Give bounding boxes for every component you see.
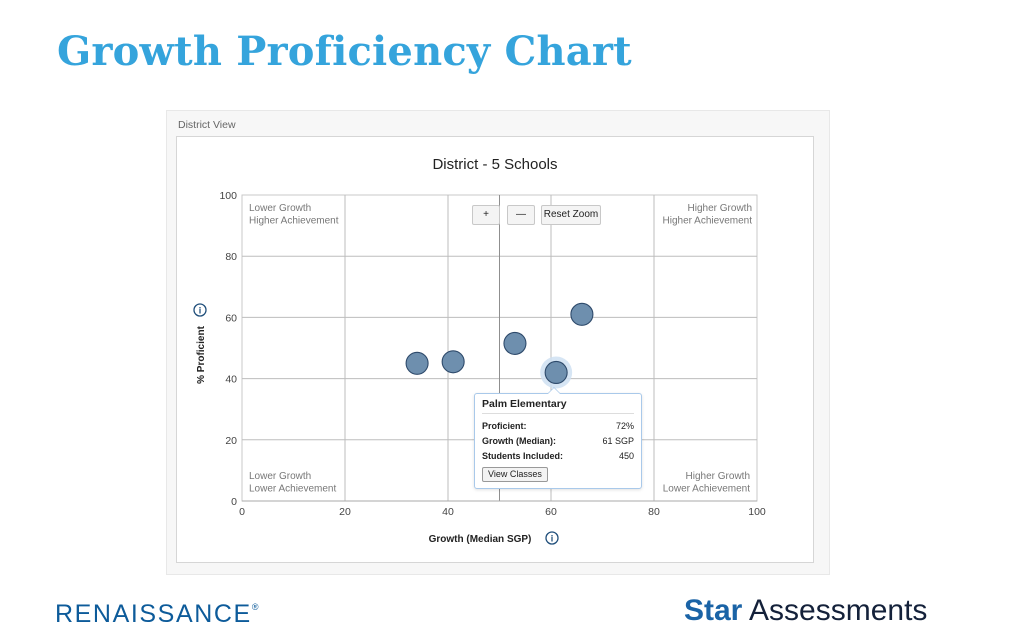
y-tick-label: 100 xyxy=(219,190,237,202)
zoom-in-button[interactable]: + xyxy=(472,205,500,225)
renaissance-wordmark: RENAISSANCE xyxy=(55,600,252,628)
school-tooltip: Palm Elementary Proficient: 72% Growth (… xyxy=(474,387,642,489)
quadrant-labels: Lower Growth Higher Achievement Higher Gro… xyxy=(249,203,752,495)
assessments-wordmark: Assessments xyxy=(742,594,928,627)
x-tick-label: 0 xyxy=(239,506,245,518)
tooltip-row-proficient: Proficient: 72% xyxy=(482,421,634,433)
registered-mark: ® xyxy=(251,602,259,612)
tooltip-label: Growth (Median): xyxy=(482,436,556,446)
tooltip-value: 450 xyxy=(618,451,634,461)
zoom-out-button[interactable]: — xyxy=(507,205,535,225)
x-axis-title: Growth (Median SGP) xyxy=(429,534,532,545)
x-tick-label: 20 xyxy=(339,506,351,518)
star-assessments-logo: Star Assessments xyxy=(684,594,927,628)
page-title: Growth Proficiency Chart xyxy=(57,28,632,75)
y-tick-label: 60 xyxy=(225,312,237,324)
school-point[interactable] xyxy=(503,331,527,355)
x-tick-label: 40 xyxy=(442,506,454,518)
tooltip-row-growth: Growth (Median): 61 SGP xyxy=(482,436,634,448)
x-tick-label: 80 xyxy=(648,506,660,518)
district-view-panel: District View District - 5 Schools Lower… xyxy=(166,110,830,575)
x-axis-info-icon[interactable]: i xyxy=(545,531,559,545)
view-classes-button[interactable]: View Classes xyxy=(482,467,548,482)
reset-zoom-button[interactable]: Reset Zoom xyxy=(541,205,601,225)
chart-title: District - 5 Schools xyxy=(432,156,557,173)
quadrant-label-top-left: Lower Growth xyxy=(249,203,311,214)
y-axis-info-icon[interactable]: i xyxy=(193,303,207,317)
quadrant-label-top-left: Higher Achievement xyxy=(249,216,339,227)
school-point[interactable] xyxy=(441,350,465,374)
svg-text:i: i xyxy=(199,306,202,316)
growth-proficiency-scatter: District - 5 Schools Lower Growth Higher … xyxy=(193,156,766,545)
quadrant-label-bottom-left: Lower Achievement xyxy=(249,484,336,495)
tooltip-title: Palm Elementary xyxy=(482,398,634,414)
y-tick-label: 80 xyxy=(225,251,237,263)
tick-labels: 0 20 40 60 80 100 0 20 40 60 80 100 xyxy=(219,190,765,518)
svg-text:i: i xyxy=(551,534,554,544)
school-point[interactable] xyxy=(570,302,594,326)
quadrant-label-top-right: Higher Growth xyxy=(688,203,752,214)
x-tick-label: 60 xyxy=(545,506,557,518)
quadrant-label-bottom-right: Higher Growth xyxy=(686,471,750,482)
view-label: District View xyxy=(178,119,236,131)
x-tick-label: 100 xyxy=(748,506,766,518)
school-point[interactable] xyxy=(544,360,568,385)
y-axis-title: % Proficient xyxy=(196,325,207,383)
y-tick-label: 40 xyxy=(225,374,237,386)
tooltip-label: Students Included: xyxy=(482,451,563,461)
quadrant-label-bottom-right: Lower Achievement xyxy=(663,484,750,495)
chart-card: District - 5 Schools Lower Growth Higher … xyxy=(176,136,814,563)
quadrant-label-top-right: Higher Achievement xyxy=(663,216,753,227)
tooltip-value: 72% xyxy=(615,421,634,431)
star-wordmark: Star xyxy=(684,594,743,627)
tooltip-value: 61 SGP xyxy=(602,436,634,446)
tooltip-label: Proficient: xyxy=(482,421,527,431)
renaissance-logo: RENAISSANCE® xyxy=(55,600,258,629)
school-point[interactable] xyxy=(405,351,429,375)
quadrant-label-bottom-left: Lower Growth xyxy=(249,471,311,482)
data-points xyxy=(405,302,594,389)
y-tick-label: 0 xyxy=(231,496,237,508)
y-tick-label: 20 xyxy=(225,435,237,447)
tooltip-row-students: Students Included: 450 xyxy=(482,451,634,463)
